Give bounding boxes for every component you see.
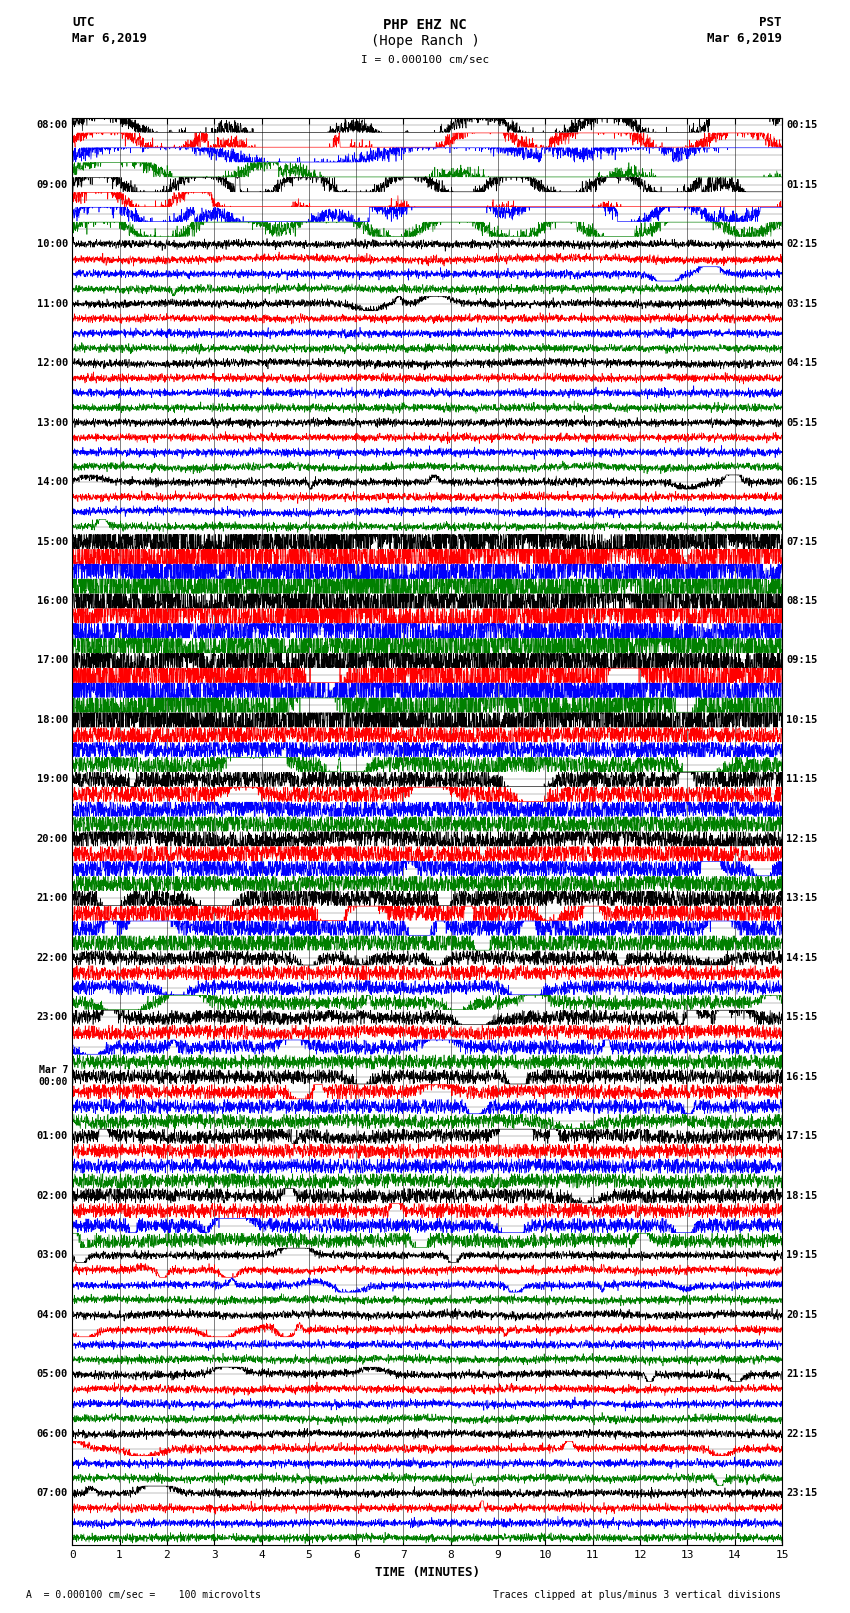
Text: 09:00: 09:00	[37, 179, 68, 190]
Text: 03:15: 03:15	[786, 298, 818, 308]
Text: 22:15: 22:15	[786, 1429, 818, 1439]
Text: 23:15: 23:15	[786, 1489, 818, 1498]
Text: 06:15: 06:15	[786, 477, 818, 487]
Text: 13:00: 13:00	[37, 418, 68, 427]
Text: 01:00: 01:00	[37, 1131, 68, 1142]
Text: 03:00: 03:00	[37, 1250, 68, 1260]
Text: 00:15: 00:15	[786, 121, 818, 131]
Text: 12:00: 12:00	[37, 358, 68, 368]
Text: 08:15: 08:15	[786, 597, 818, 606]
Text: 04:15: 04:15	[786, 358, 818, 368]
Text: 13:15: 13:15	[786, 894, 818, 903]
Text: 16:15: 16:15	[786, 1073, 818, 1082]
Text: 07:15: 07:15	[786, 537, 818, 547]
Text: (Hope Ranch ): (Hope Ranch )	[371, 34, 479, 48]
Text: 22:00: 22:00	[37, 953, 68, 963]
Text: 17:15: 17:15	[786, 1131, 818, 1142]
Text: 14:15: 14:15	[786, 953, 818, 963]
Text: 20:00: 20:00	[37, 834, 68, 844]
Text: 12:15: 12:15	[786, 834, 818, 844]
Text: I = 0.000100 cm/sec: I = 0.000100 cm/sec	[361, 55, 489, 65]
Text: 02:15: 02:15	[786, 239, 818, 248]
Text: Mar 7: Mar 7	[38, 1066, 68, 1076]
Text: 02:00: 02:00	[37, 1190, 68, 1200]
Text: 06:00: 06:00	[37, 1429, 68, 1439]
Text: 21:00: 21:00	[37, 894, 68, 903]
Text: 19:15: 19:15	[786, 1250, 818, 1260]
Text: Mar 6,2019: Mar 6,2019	[707, 32, 782, 45]
Text: UTC: UTC	[72, 16, 94, 29]
Text: 04:00: 04:00	[37, 1310, 68, 1319]
X-axis label: TIME (MINUTES): TIME (MINUTES)	[375, 1566, 479, 1579]
Text: 08:00: 08:00	[37, 121, 68, 131]
Text: 17:00: 17:00	[37, 655, 68, 666]
Text: 10:15: 10:15	[786, 715, 818, 724]
Text: 20:15: 20:15	[786, 1310, 818, 1319]
Text: 09:15: 09:15	[786, 655, 818, 666]
Text: 00:00: 00:00	[38, 1077, 68, 1087]
Text: 18:15: 18:15	[786, 1190, 818, 1200]
Text: 10:00: 10:00	[37, 239, 68, 248]
Text: Mar 6,2019: Mar 6,2019	[72, 32, 147, 45]
Text: 19:00: 19:00	[37, 774, 68, 784]
Text: Traces clipped at plus/minus 3 vertical divisions: Traces clipped at plus/minus 3 vertical …	[493, 1590, 781, 1600]
Text: 18:00: 18:00	[37, 715, 68, 724]
Text: 05:00: 05:00	[37, 1369, 68, 1379]
Text: 07:00: 07:00	[37, 1489, 68, 1498]
Text: 05:15: 05:15	[786, 418, 818, 427]
Text: A  = 0.000100 cm/sec =    100 microvolts: A = 0.000100 cm/sec = 100 microvolts	[26, 1590, 260, 1600]
Text: 16:00: 16:00	[37, 597, 68, 606]
Text: PHP EHZ NC: PHP EHZ NC	[383, 18, 467, 32]
Text: 15:15: 15:15	[786, 1013, 818, 1023]
Text: 21:15: 21:15	[786, 1369, 818, 1379]
Text: 15:00: 15:00	[37, 537, 68, 547]
Text: 11:00: 11:00	[37, 298, 68, 308]
Text: 23:00: 23:00	[37, 1013, 68, 1023]
Text: 11:15: 11:15	[786, 774, 818, 784]
Text: 14:00: 14:00	[37, 477, 68, 487]
Text: PST: PST	[760, 16, 782, 29]
Text: 01:15: 01:15	[786, 179, 818, 190]
